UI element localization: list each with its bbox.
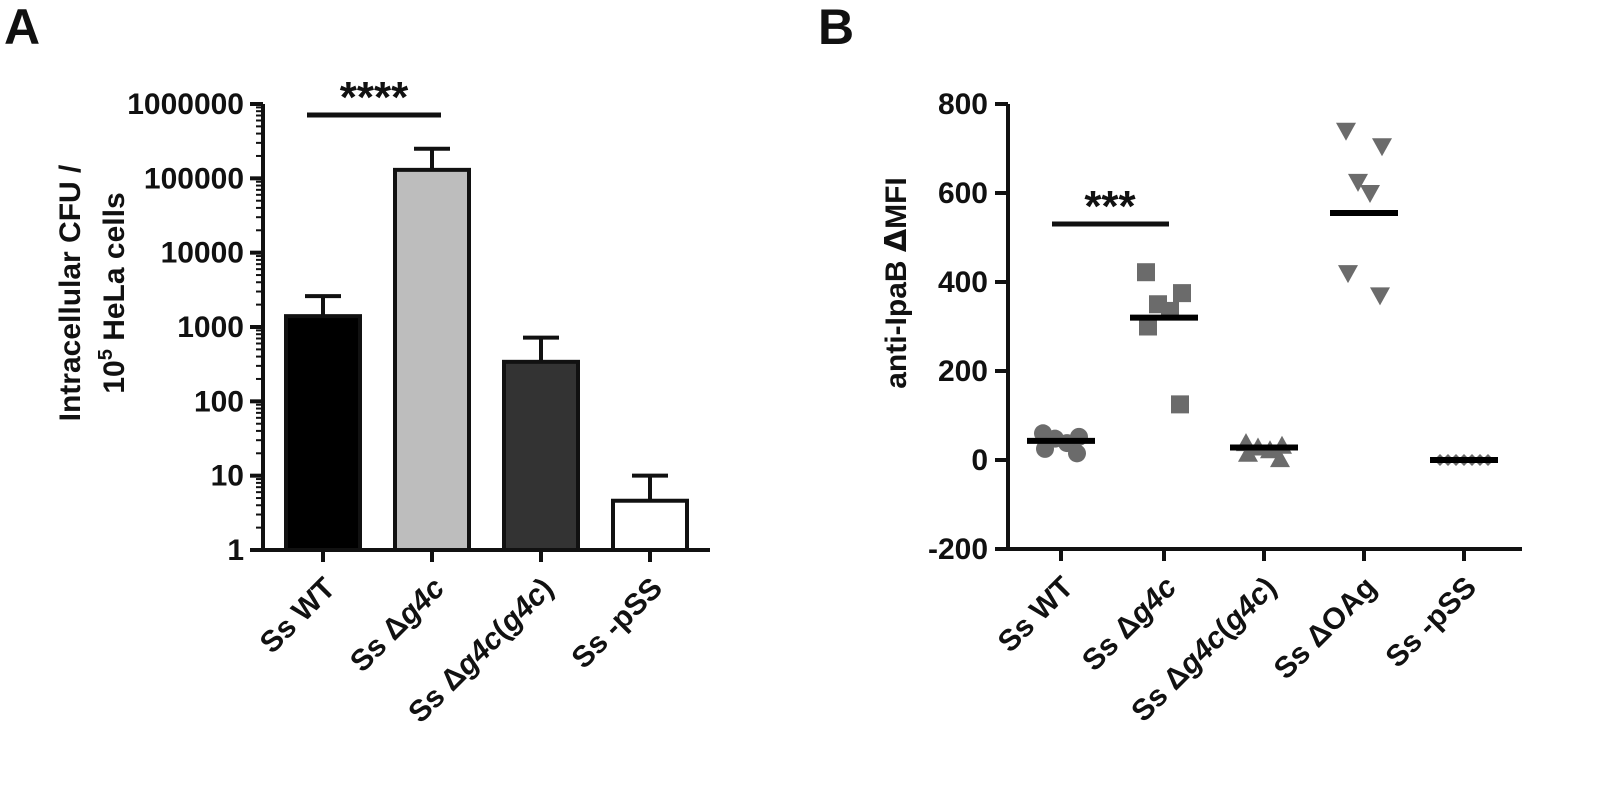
panel-b-point-3-1 <box>1372 138 1392 157</box>
panel-b-point-2-4 <box>1238 443 1258 462</box>
panel-b-point-2-5 <box>1270 449 1290 468</box>
panel-a-y-tick-label-5: 10 <box>211 460 244 493</box>
panel-a-y-tick-label-4: 100 <box>194 385 244 418</box>
panel-a-y-axis-label-line1: Intracellular CFU / <box>54 164 87 421</box>
panel-a-significance-stars: **** <box>340 73 409 122</box>
panel-a-y-tick-label-3: 1000 <box>177 311 244 344</box>
panel-b-y-tick-label-3: 200 <box>938 355 988 388</box>
panel-a-y-tick-label-2: 10000 <box>161 237 244 270</box>
panel-b-points <box>1034 122 1494 468</box>
panel-a-bar-0 <box>284 314 362 552</box>
panel-b-point-1-5 <box>1171 395 1189 414</box>
panel-b-category-label-0: Ss WT <box>992 571 1080 659</box>
panel-a-y-axis-label-line2: 105 HeLa cells <box>95 192 131 393</box>
panel-a-y-tick-label-1: 100000 <box>144 162 244 195</box>
panel-a-bar-2 <box>502 359 580 552</box>
panel-b-y-axis-label: anti-IpaB ΔMFI <box>879 177 914 389</box>
panel-a-minor-ticks <box>256 106 263 529</box>
panel-b-category-label-4: Ss -pSS <box>1379 571 1483 675</box>
panel-b-mean-lines <box>1027 210 1498 463</box>
panel-b: B anti-IpaB ΔMFI 800 600 400 200 0 -200 Ss WT… <box>818 0 1522 728</box>
panel-b-y-tick-label-4: 0 <box>971 444 988 477</box>
panel-b-point-1-4 <box>1139 317 1157 336</box>
panel-b-point-1-0 <box>1137 263 1155 282</box>
panel-a-category-label-3: Ss -pSS <box>565 572 669 676</box>
panel-b-point-3-5 <box>1370 287 1390 306</box>
panel-a-bar-3 <box>611 498 689 553</box>
panel-a-y-ticks: 1000000 100000 10000 1000 100 10 1 <box>127 88 263 567</box>
panel-b-point-1-1 <box>1173 284 1191 303</box>
panel-b-point-0-5 <box>1068 444 1086 463</box>
panel-a-bar-1 <box>393 167 471 552</box>
panel-b-y-tick-label-2: 400 <box>938 266 988 299</box>
panel-a-category-label-1: Ss Δg4c <box>344 571 451 678</box>
panel-a-y-tick-label-6: 1 <box>227 534 244 567</box>
panel-a-category-label-0: Ss WT <box>254 572 342 660</box>
panel-b-y-tick-label-1: 600 <box>938 177 988 210</box>
panel-b-significance-stars: *** <box>1084 182 1136 231</box>
panel-b-point-3-3 <box>1360 185 1380 203</box>
panel-b-point-3-2 <box>1348 173 1368 192</box>
panel-b-point-0-4 <box>1036 439 1054 458</box>
panel-b-label: B <box>818 0 854 55</box>
panel-b-y-tick-label-5: -200 <box>928 533 988 566</box>
panel-b-significance: *** <box>1052 182 1169 231</box>
panel-b-y-tick-label-0: 800 <box>938 88 988 121</box>
panel-a-y-tick-label-0: 1000000 <box>127 88 244 121</box>
panel-b-category-label-1: Ss Δg4c <box>1076 570 1183 677</box>
panel-b-point-3-4 <box>1338 265 1358 284</box>
panel-b-category-label-3: Ss ΔOAg <box>1268 571 1383 686</box>
panel-b-y-ticks: 800 600 400 200 0 -200 <box>928 88 1008 566</box>
panel-a-label: A <box>4 0 40 55</box>
panel-a: A Intracellular CFU / 105 HeLa cells 100… <box>4 0 710 729</box>
panel-b-point-3-0 <box>1336 122 1356 141</box>
panel-a-bars <box>284 146 689 553</box>
panel-a-significance: **** <box>307 73 441 122</box>
